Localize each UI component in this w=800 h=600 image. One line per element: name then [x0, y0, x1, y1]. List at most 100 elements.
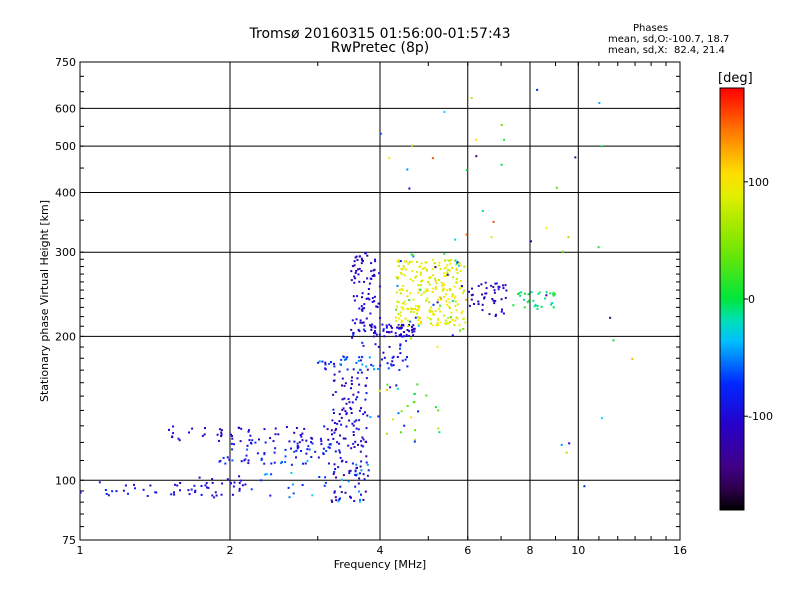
data-point-low-E-2: [241, 484, 244, 487]
data-point-F2-x: [447, 259, 450, 262]
data-point-F2-x: [459, 280, 462, 283]
data-point-F2-tail-o: [495, 313, 497, 316]
data-point-E-trace-1: [247, 459, 250, 462]
data-point-F2-x-scatter: [432, 303, 435, 306]
data-point-F2-o-cusp: [378, 285, 381, 288]
data-point-F2-o-cusp: [369, 312, 372, 315]
data-point-F2-x: [417, 309, 419, 312]
data-point-F2-x: [434, 277, 437, 280]
data-point-F2-tail-o: [494, 282, 497, 285]
data-point-F2-tail-x: [523, 298, 525, 301]
data-point-F1-rise: [332, 473, 335, 475]
data-point-F1-rise: [359, 465, 362, 468]
data-point-F1-band: [346, 368, 349, 371]
data-point-E-trace-2: [311, 437, 314, 440]
data-point-E-low-scatter: [264, 473, 267, 476]
data-point-F2-x: [438, 264, 440, 267]
data-point-E-trace-2: [239, 440, 242, 443]
data-point-F1-band: [372, 365, 375, 367]
data-point-F1-rise: [355, 427, 358, 430]
data-point-F2-x: [397, 301, 400, 304]
data-point-F2-tail-o: [500, 298, 503, 301]
data-point-F2-o-base: [386, 331, 388, 333]
data-point-F1-rise: [333, 412, 335, 414]
data-point-low-E: [105, 493, 108, 495]
data-point-F1-rise: [348, 401, 351, 404]
data-point-F1-band: [396, 356, 399, 358]
data-point-E-low-scatter: [269, 494, 272, 497]
data-point-F2-tail-o: [473, 303, 475, 305]
data-point-F1-rise: [338, 420, 341, 423]
data-point-F1-rise: [352, 442, 355, 445]
data-point-F1-upper: [401, 335, 404, 338]
data-point-low-E-2: [198, 476, 201, 479]
data-point-F1-rise: [349, 469, 352, 472]
data-point-mid-scatter: [437, 427, 440, 430]
data-point-F2-x: [459, 264, 462, 267]
data-point-E-low-scatter: [366, 463, 369, 466]
data-point-F1-rise: [364, 398, 367, 401]
data-point-E-low-scatter: [260, 479, 263, 482]
data-point-F1-rise: [335, 476, 337, 479]
data-point-F2-x: [410, 310, 413, 313]
data-point-F1-upper: [377, 345, 380, 348]
data-point-E-trace-2: [220, 431, 223, 434]
data-point-E-trace-1: [314, 450, 317, 453]
data-point-E-trace-2: [310, 441, 313, 444]
data-point-F1-band: [373, 368, 376, 371]
data-point-F2-o-cusp: [371, 274, 374, 277]
data-point-F2-o-base: [411, 331, 414, 334]
data-point-F1-rise: [363, 478, 366, 481]
data-point-low-E-2: [238, 481, 241, 484]
data-point-E-trace-1: [296, 442, 299, 445]
data-point-F2-x-scatter: [460, 285, 463, 287]
data-point-F2-x: [406, 295, 409, 298]
data-point-mid-scatter: [377, 415, 380, 418]
data-point-F1-rise: [352, 431, 355, 433]
data-point-F2-tail-o: [468, 304, 471, 307]
data-point-F1-upper: [399, 343, 402, 346]
data-point-F2-o-base: [390, 330, 393, 333]
data-point-F2-x: [424, 261, 427, 264]
data-point-F1-rise: [332, 393, 335, 396]
data-point-E-trace-2: [301, 432, 304, 435]
data-point-low-E-2: [200, 493, 203, 496]
data-point-F1-rise: [355, 398, 357, 401]
data-point-F2-x: [428, 277, 431, 280]
data-point-F2-x-scatter: [409, 320, 412, 323]
data-point-E-low-scatter: [301, 484, 304, 486]
data-point-F2-x: [417, 323, 420, 326]
data-point-F1-band: [359, 368, 361, 371]
data-point-upper-scatter: [475, 155, 478, 158]
data-point-E-trace-2: [320, 440, 323, 443]
data-point-E-trace-2: [178, 439, 181, 442]
data-point-mid-scatter: [403, 424, 406, 427]
data-point-F2-x: [434, 287, 437, 290]
data-point-F2-x-scatter: [415, 271, 418, 274]
data-point-F1-rise: [338, 442, 341, 445]
data-point-F2-tail-x: [526, 301, 529, 304]
data-point-F1-rise: [355, 474, 357, 477]
data-point-F2-x: [424, 290, 427, 292]
data-point-F1-band: [377, 368, 380, 370]
data-point-E-trace-2: [240, 427, 243, 430]
data-point-F1-band: [317, 361, 320, 364]
data-point-E-trace-1: [231, 459, 234, 462]
data-point-F1-band: [328, 362, 331, 365]
data-point-F2-x: [400, 288, 403, 291]
data-point-F1-band: [406, 365, 409, 368]
data-point-F2-x: [418, 265, 421, 268]
data-point-E-trace-1: [284, 448, 287, 451]
data-point-F2-x: [455, 282, 458, 284]
data-point-upper-scatter: [490, 236, 493, 239]
data-point-E-trace-1: [295, 449, 298, 452]
data-point-E-trace-2: [248, 429, 250, 432]
data-point-low-E: [188, 493, 191, 496]
x-tick-label: 2: [227, 544, 234, 557]
data-point-E-trace-1: [310, 456, 313, 458]
data-point-F2-o-base: [378, 333, 381, 336]
data-point-sparse-high-f: [568, 442, 571, 445]
data-point-F2-x: [395, 276, 398, 279]
data-point-F2-o-cusp: [354, 277, 357, 280]
data-point-F1-band: [391, 360, 394, 363]
